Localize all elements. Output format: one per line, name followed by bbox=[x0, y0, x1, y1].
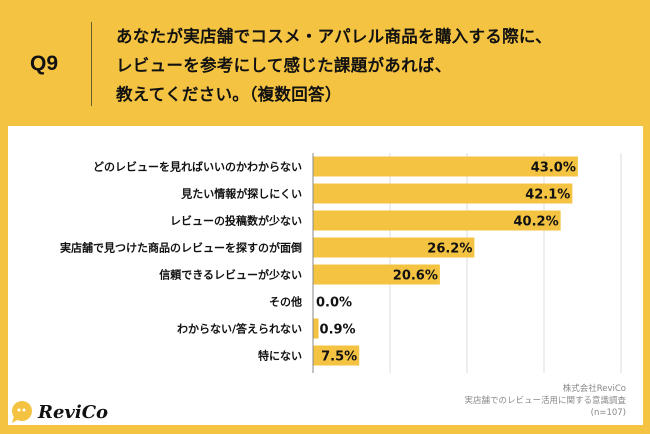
bar bbox=[313, 183, 573, 204]
category-label: その他 bbox=[269, 295, 302, 309]
survey-name: 実店舗でのレビュー活用に関する意識調査 bbox=[464, 396, 626, 406]
divider bbox=[91, 22, 92, 106]
category-label: 特にない bbox=[258, 349, 302, 363]
company-name: 株式会社ReviCo bbox=[562, 384, 626, 394]
data-label: 42.1% bbox=[525, 188, 570, 203]
category-label: レビューの投稿数が少ない bbox=[170, 214, 302, 228]
question-number: Q9 bbox=[30, 52, 59, 75]
data-label: 0.0% bbox=[316, 296, 352, 311]
bar bbox=[313, 210, 561, 231]
bar bbox=[313, 318, 319, 339]
source-note: 株式会社ReviCo 実店舗でのレビュー活用に関する意識調査 (n=107) bbox=[464, 383, 626, 419]
bar bbox=[313, 237, 475, 258]
speech-bubble-icon bbox=[12, 401, 32, 423]
data-label: 40.2% bbox=[514, 215, 559, 230]
bar bbox=[313, 264, 440, 285]
category-label: 信頼できるレビューが少ない bbox=[159, 268, 302, 282]
bar bbox=[313, 345, 360, 366]
category-label: 見たい情報が探しにくい bbox=[180, 187, 302, 201]
sample-size: (n=107) bbox=[590, 408, 626, 418]
title-line: あなたが実店舗でコスメ・アパレル商品を購入する際に、 bbox=[116, 27, 552, 46]
data-label: 26.2% bbox=[427, 242, 472, 257]
title-line: 教えてください。（複数回答） bbox=[116, 85, 342, 104]
data-label: 43.0% bbox=[531, 161, 576, 176]
logo-text: ReviCo bbox=[38, 401, 109, 423]
data-label: 0.9% bbox=[320, 323, 356, 338]
category-label: わからない/答えられない bbox=[177, 322, 302, 336]
category-label: どのレビューを見ればいいのかわからない bbox=[93, 160, 302, 174]
data-label: 7.5% bbox=[321, 350, 357, 365]
data-label: 20.6% bbox=[393, 269, 438, 284]
bar bbox=[313, 156, 578, 177]
title-line: レビューを参考にして感じた課題があれば、 bbox=[116, 56, 452, 75]
question-title: あなたが実店舗でコスメ・アパレル商品を購入する際に、 レビューを参考にして感じた… bbox=[116, 22, 552, 109]
revico-logo: ReviCo bbox=[10, 400, 108, 424]
category-label: 実店舗で見つけた商品のレビューを探すのが面倒 bbox=[60, 241, 302, 255]
